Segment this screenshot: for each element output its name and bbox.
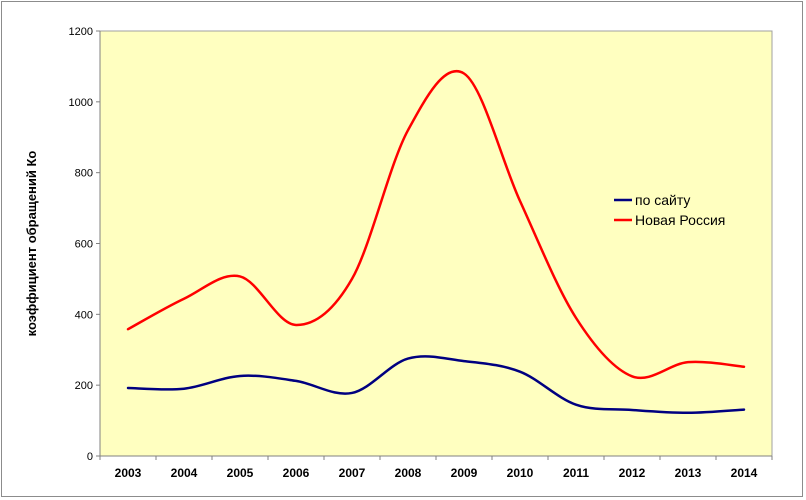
y-tick-label: 800 [75, 168, 93, 180]
x-tick-label: 2007 [339, 466, 366, 480]
legend-label: по сайту [635, 192, 690, 208]
plot-area [99, 30, 773, 457]
x-tick-label: 2004 [171, 466, 198, 480]
x-axis-ticks: 2003 2004 2005 2006 2007 2008 2009 2010 2011 2012… [99, 456, 773, 480]
y-tick-label: 600 [75, 239, 93, 251]
legend: по сайту Новая Россия [614, 192, 725, 228]
series-line-2 [126, 70, 746, 380]
x-tick-label: 2014 [731, 466, 758, 480]
x-tick-label: 2012 [619, 466, 646, 480]
x-tick-label: 2010 [507, 466, 534, 480]
legend-label: Новая Россия [635, 212, 725, 228]
y-tick-label: 400 [75, 309, 93, 321]
y-tick-label: 1000 [69, 97, 93, 109]
x-tick-label: 2008 [395, 466, 422, 480]
x-tick-label: 2005 [227, 466, 254, 480]
y-tick-label: 1200 [69, 26, 93, 38]
x-tick-label: 2013 [675, 466, 702, 480]
y-tick-label: 200 [75, 380, 93, 392]
x-tick-label: 2009 [451, 466, 478, 480]
y-tick-label: 0 [87, 451, 93, 463]
x-tick-label: 2003 [115, 466, 142, 480]
series-line-1 [126, 355, 746, 415]
y-axis-label: коэффициент обращений Ко [24, 151, 39, 337]
y-axis-ticks: 0 200 400 600 800 1000 1200 [69, 26, 100, 463]
x-tick-label: 2011 [563, 466, 589, 480]
series-lines [126, 70, 746, 415]
x-tick-label: 2006 [283, 466, 310, 480]
